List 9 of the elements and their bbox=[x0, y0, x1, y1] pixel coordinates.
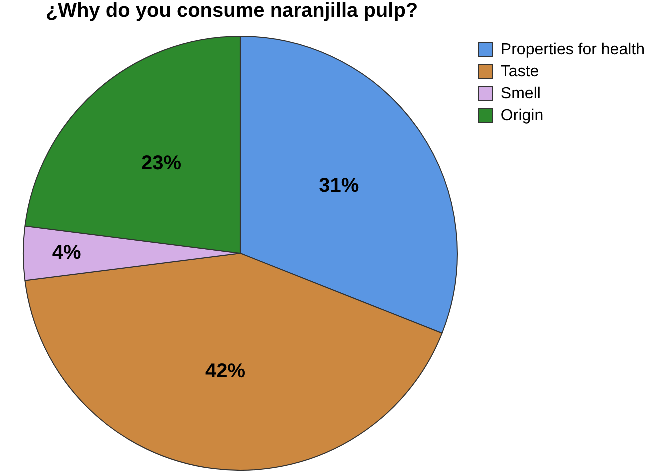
data-label: 4% bbox=[52, 242, 82, 264]
legend-label: Smell bbox=[500, 85, 541, 102]
data-label: 23% bbox=[142, 152, 182, 174]
chart-title: ¿Why do you consume naranjilla pulp? bbox=[44, 0, 420, 24]
data-label: 31% bbox=[319, 174, 360, 197]
legend-label: Taste bbox=[500, 63, 540, 80]
legend-label: Origin bbox=[500, 107, 544, 124]
data-label: 42% bbox=[205, 360, 246, 382]
legend-label: Properties for health bbox=[500, 41, 645, 58]
